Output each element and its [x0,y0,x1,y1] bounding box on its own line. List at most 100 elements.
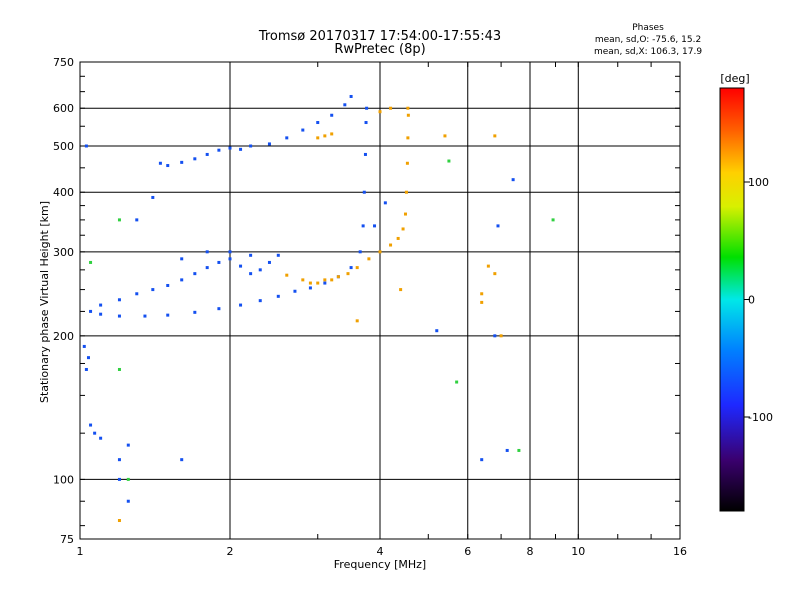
data-point-O [193,310,197,314]
x-tick-label: 10 [571,545,585,558]
data-point-X [406,106,410,110]
data-point-O [217,260,221,264]
colorbar-tick-label: 0 [748,294,755,307]
x-tick-label: 2 [227,545,234,558]
chart-title: Tromsø 20170317 17:54:00-17:55:43 [258,29,501,44]
data-point-O [363,152,367,156]
data-point-X [493,134,497,138]
data-point-O [166,164,170,168]
data-point-other [126,477,130,481]
data-point-O [505,448,509,452]
phases-line-o: mean, sd,O: -75.6, 15.2 [595,35,701,45]
data-point-X [389,106,393,110]
colorbar [719,87,745,512]
data-point-O [276,253,280,257]
data-point-O [285,136,289,140]
colorbar-ticks: 100 0 -100 [744,176,773,424]
data-point-X [336,275,340,279]
data-point-O [358,250,362,254]
data-point-O [373,224,377,228]
data-point-O [180,458,184,462]
data-point-X [308,281,312,285]
data-point-O [276,294,280,298]
data-point-X [378,250,382,254]
data-point-O [330,113,334,117]
data-point-O [205,152,209,156]
data-point-X [401,227,405,231]
data-point-other [89,260,93,264]
data-point-other [117,218,121,222]
data-point-X [406,113,410,117]
data-point-O [84,367,88,371]
data-point-O [99,436,103,440]
data-point-X [346,272,350,276]
data-point-O [293,289,297,293]
data-point-O [166,283,170,287]
data-point-O [364,121,368,125]
data-point-O [193,272,197,276]
data-point-X [405,161,409,165]
data-point-O [89,423,93,427]
data-point-O [239,147,243,151]
data-point-O [126,499,130,503]
axis-ticks: 1 2 4 6 8 10 16 75 100 200 300 400 500 600 750 [53,56,687,558]
data-point-O [228,146,232,150]
data-point-O [267,260,271,264]
data-point-O [151,288,155,292]
data-point-other [455,380,459,384]
data-point-O [86,356,90,360]
data-point-O [308,286,312,290]
data-point-X [443,134,447,138]
data-point-other [551,218,555,222]
data-point-X [480,300,484,304]
phases-heading: Phases [632,23,664,33]
data-point-O [239,264,243,268]
data-point-O [228,257,232,261]
data-point-X [389,243,393,247]
colorbar-label: [deg] [720,72,749,85]
data-point-O [151,195,155,199]
x-tick-label: 1 [77,545,84,558]
data-point-O [496,224,500,228]
data-point-O [117,314,121,318]
y-tick-label: 400 [53,186,74,199]
data-point-O [349,94,353,98]
x-axis-label: Frequency [MHz] [334,558,426,571]
data-point-O [301,128,305,132]
data-point-O [99,312,103,316]
data-point-other [117,367,121,371]
data-point-O [84,144,88,148]
data-point-O [361,224,365,228]
data-point-O [93,431,97,435]
data-point-X [316,136,320,140]
x-tick-label: 16 [673,545,687,558]
data-point-X [323,278,327,282]
data-point-X [117,519,121,523]
data-point-O [89,309,93,313]
data-point-O [180,160,184,164]
data-point-O [143,314,147,318]
data-point-O [166,313,170,317]
data-point-X [399,288,403,292]
data-point-O [258,299,262,303]
data-point-other [517,448,521,452]
data-point-X [396,236,400,240]
data-point-X [499,334,503,338]
x-tick-label: 4 [377,545,384,558]
data-point-O [228,250,232,254]
data-point-O [205,266,209,270]
y-tick-label: 200 [53,330,74,343]
data-point-X [323,134,327,138]
data-point-O [117,458,121,462]
data-point-O [117,298,121,302]
data-point-O [217,307,221,311]
data-point-X [367,257,371,261]
data-point-X [486,264,490,268]
data-point-O [343,103,347,107]
data-point-O [82,344,86,348]
x-tick-label: 8 [527,545,534,558]
data-point-O [135,292,139,296]
data-point-X [330,278,334,282]
data-point-O [99,303,103,307]
